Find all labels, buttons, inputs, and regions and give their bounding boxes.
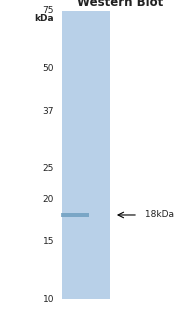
Text: 50: 50 (43, 65, 54, 74)
Text: Western Blot: Western Blot (77, 0, 163, 9)
Text: 20: 20 (43, 195, 54, 205)
Text: 10: 10 (43, 294, 54, 303)
Text: 15: 15 (43, 237, 54, 246)
Text: 37: 37 (43, 108, 54, 116)
Bar (62, 11, 110, 299)
Text: 18kDa: 18kDa (142, 210, 174, 219)
Text: kDa: kDa (34, 15, 54, 23)
Bar (61, 213, 89, 217)
Text: 75: 75 (43, 6, 54, 15)
Text: 25: 25 (43, 163, 54, 172)
